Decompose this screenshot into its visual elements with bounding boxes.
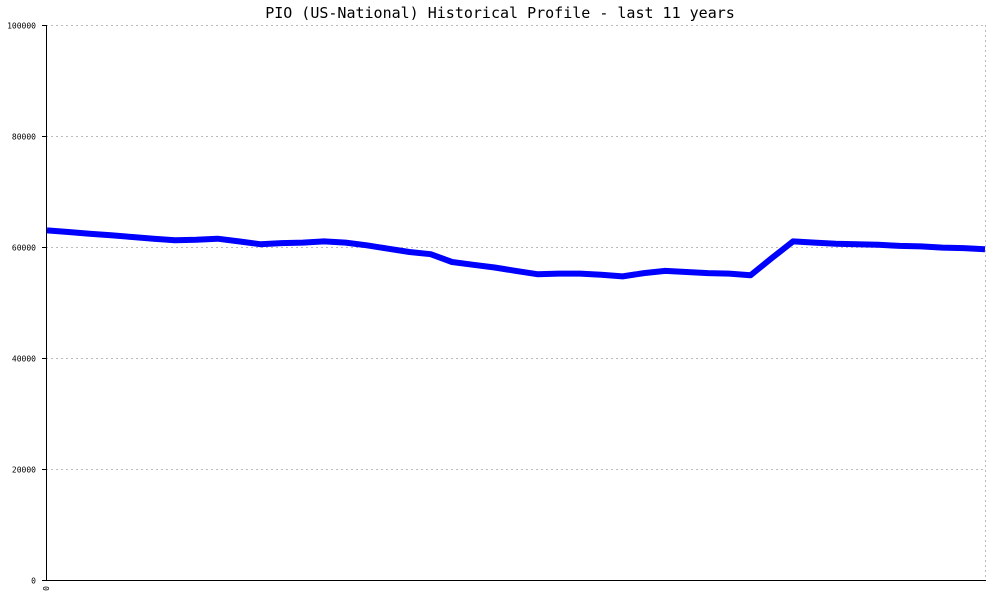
chart-title: PIO (US-National) Historical Profile - l…: [265, 4, 735, 22]
y-tick-label-4: 80000: [12, 133, 36, 142]
grid-layer: [46, 25, 986, 580]
y-tick-label-2: 40000: [12, 355, 36, 364]
axis-layer: [42, 25, 986, 581]
y-tick-label-1: 20000: [12, 466, 36, 475]
y-tick-label-5: 100000: [7, 22, 36, 31]
tick-labels: 0 20000 40000 60000 80000 100000 0: [7, 22, 51, 591]
y-tick-label-0: 0: [31, 577, 36, 586]
series-layer: [46, 227, 986, 280]
series-line-0: [46, 227, 986, 280]
y-tick-label-3: 60000: [12, 244, 36, 253]
x-tick-label-0: 0: [42, 586, 51, 591]
